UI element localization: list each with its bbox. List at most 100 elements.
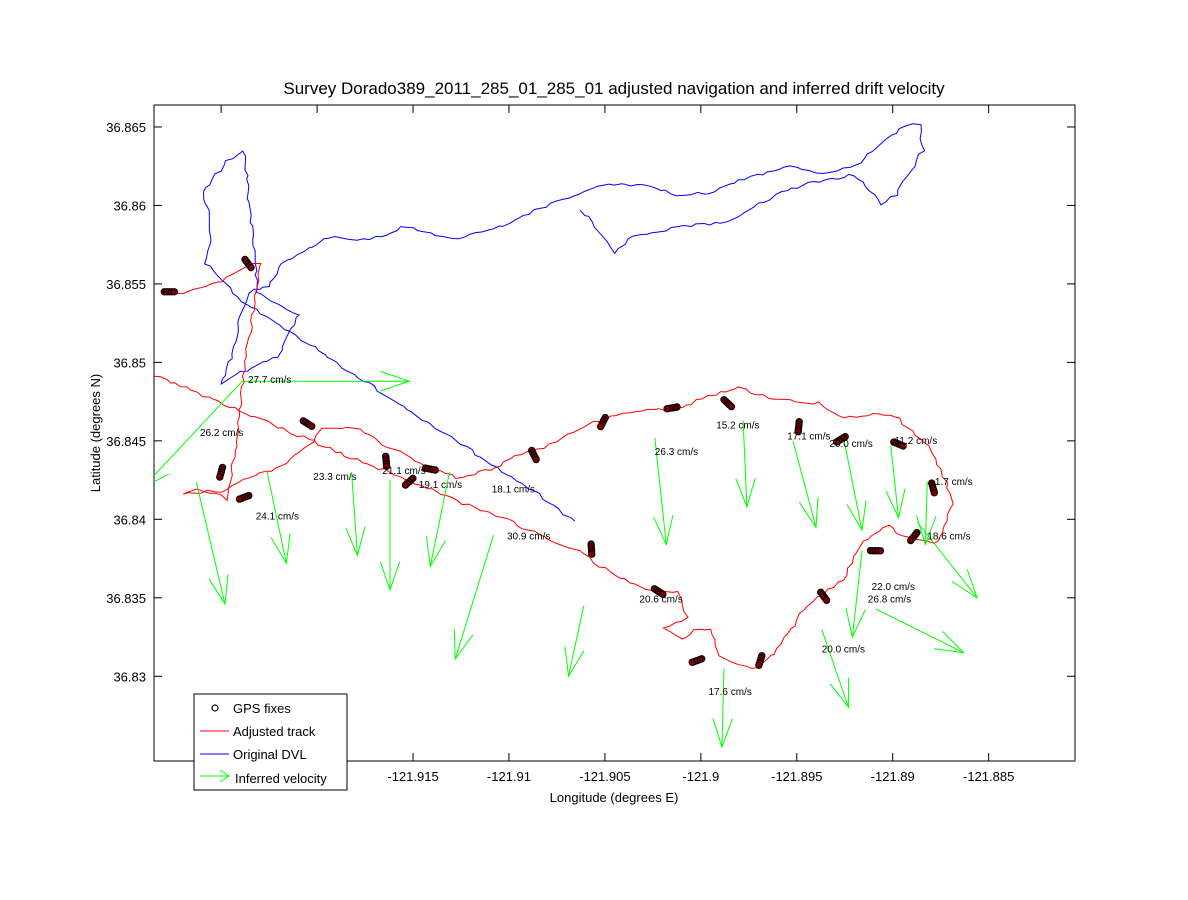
velocity-arrow: 23.3 cm/s	[266, 472, 357, 565]
gps-fix-cluster	[890, 438, 907, 450]
gps-fix-marker	[308, 422, 316, 430]
gps-fix-cluster	[832, 433, 849, 446]
legend-adjusted-track: Adjusted track	[200, 724, 316, 739]
velocity-label: 20.6 cm/s	[639, 595, 682, 606]
velocity-arrow-shaft	[429, 472, 450, 567]
velocity-arrow: 27.7 cm/s	[242, 371, 411, 392]
y-axis-label: Latitude (degrees N)	[88, 374, 103, 493]
velocity-label: 11.2 cm/s	[895, 436, 938, 447]
velocity-arrow: 18.6 cm/s	[917, 522, 979, 600]
gps-fix-marker	[401, 481, 410, 489]
velocity-arrow-shaft	[821, 629, 850, 708]
velocity-arrow-shaft	[851, 550, 863, 638]
gps-fix-marker	[755, 661, 763, 669]
gps-fix-cluster	[650, 585, 667, 598]
gps-fix-marker	[663, 405, 671, 413]
velocity-label: 15.2 cm/s	[716, 420, 759, 431]
velocity-arrow-head	[846, 500, 867, 532]
gps-fix-cluster	[299, 417, 316, 430]
velocity-label: 30.9 cm/s	[507, 532, 550, 543]
gps-fix-cluster	[587, 540, 596, 558]
legend-velocity-arrow-head	[219, 769, 230, 783]
velocity-arrow-shaft	[924, 481, 928, 545]
velocity-arrow-shaft	[742, 420, 748, 507]
velocity-arrow-head	[885, 488, 906, 520]
y-tick-label: 36.835	[106, 591, 146, 606]
velocity-arrow: 18.1 cm/s	[425, 472, 535, 568]
gps-fix-cluster	[401, 474, 417, 489]
velocity-arrow: 17.6 cm/s	[709, 668, 752, 749]
velocity-arrow: 24.1 cm/s	[195, 481, 299, 606]
velocity-arrow-shaft	[154, 380, 243, 477]
velocity-label: 20.0 cm/s	[822, 645, 865, 656]
legend-inferred-velocity: Inferred velocity	[200, 769, 327, 786]
velocity-arrow: 20.6 cm/s	[564, 595, 683, 678]
x-axis-label: Longitude (degrees E)	[550, 790, 679, 805]
velocity-label: 1.7 cm/s	[935, 477, 973, 488]
velocity-arrow-head	[951, 569, 979, 600]
velocity-label: 24.1 cm/s	[256, 511, 299, 522]
velocity-arrow-head	[208, 574, 229, 606]
velocity-arrow-shaft	[875, 608, 964, 654]
velocity-arrow: 20.0 cm/s	[829, 439, 873, 532]
velocity-label: 26.2 cm/s	[200, 428, 243, 439]
y-tick-label: 36.83	[113, 669, 146, 684]
gps-fix-marker	[899, 442, 907, 450]
original-dvl-track	[203, 123, 926, 522]
gps-fix-cluster	[597, 413, 609, 431]
velocity-arrow-shaft	[266, 472, 287, 564]
velocity-arrow: 17.1 cm/s	[787, 431, 831, 529]
velocity-arrow: 19.1 cm/s	[379, 480, 462, 592]
gps-fix-marker	[431, 466, 439, 474]
velocity-arrow: 30.9 cm/s	[453, 532, 550, 661]
velocity-label: 17.1 cm/s	[787, 431, 830, 442]
velocity-arrow-shaft	[917, 522, 978, 599]
clipped-data: 27.7 cm/s 26.2 cm/s 24.1 cm/s 23.3 cm/s 21.1…	[154, 123, 979, 749]
gps-fix-cluster	[528, 446, 540, 464]
gps-fix-marker	[794, 428, 802, 436]
legend-dvl-label: Original DVL	[233, 747, 307, 762]
legend-original-dvl: Original DVL	[200, 747, 307, 762]
velocity-label: 21.1 cm/s	[382, 466, 425, 477]
velocity-arrow-shaft	[454, 534, 495, 660]
velocity-arrow-head	[564, 646, 585, 678]
velocity-arrow-head	[798, 497, 819, 529]
velocity-arrow-shaft	[351, 472, 358, 556]
legend-adjusted-label: Adjusted track	[233, 724, 316, 739]
velocity-arrow-head	[380, 371, 411, 392]
gps-fix-cluster	[688, 655, 706, 666]
gps-fix-cluster	[907, 528, 921, 545]
velocity-label: 18.6 cm/s	[927, 532, 970, 543]
gps-fix-marker	[216, 473, 224, 481]
adjusted-track	[154, 263, 954, 669]
gps-fix-cluster	[755, 652, 766, 669]
legend-gps-marker	[211, 704, 219, 712]
velocity-arrow: 22.0 cm/s	[845, 550, 915, 639]
velocity-label: 17.6 cm/s	[709, 687, 752, 698]
velocity-arrow-shaft	[568, 605, 585, 677]
velocity-arrow: 26.2 cm/s	[154, 380, 243, 483]
velocity-label: 19.1 cm/s	[419, 480, 462, 491]
gps-fix-cluster	[382, 452, 391, 470]
velocity-arrow: 26.3 cm/s	[653, 437, 698, 546]
velocity-arrow-head	[845, 607, 866, 639]
gps-fix-marker	[247, 263, 255, 272]
x-tick-label: -121.885	[963, 769, 1014, 784]
velocity-label: 20.0 cm/s	[829, 439, 872, 450]
velocity-arrow-shaft	[195, 481, 226, 605]
y-tick-label: 36.855	[106, 277, 146, 292]
gps-fix-cluster	[235, 491, 253, 503]
gps-fix-marker	[876, 547, 885, 555]
velocity-arrow-head	[453, 628, 474, 661]
gps-fix-cluster	[421, 464, 439, 474]
velocity-arrow: 20.0 cm/s	[821, 629, 865, 710]
x-tick-label: -121.9	[682, 769, 719, 784]
velocity-arrow: 15.2 cm/s	[716, 420, 760, 509]
velocity-arrow-head	[425, 536, 446, 568]
velocity-arrow-head	[735, 477, 756, 509]
velocity-label: 26.8 cm/s	[868, 595, 911, 606]
gps-fix-marker	[832, 438, 841, 446]
velocity-arrow-head	[712, 718, 733, 749]
